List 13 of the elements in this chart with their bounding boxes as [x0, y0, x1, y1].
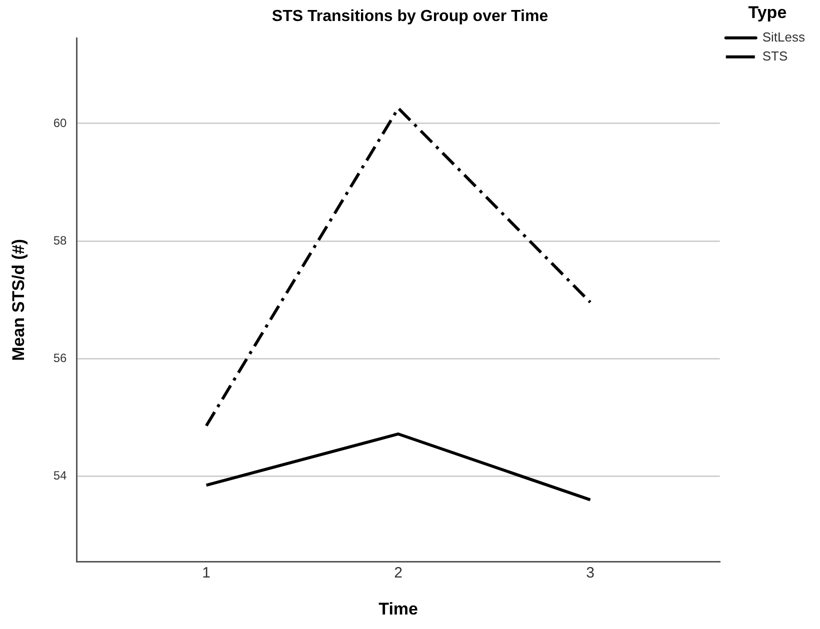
y-tick-label: 56	[53, 351, 68, 366]
y-axis-title: Mean STS/d (#)	[8, 238, 28, 361]
legend-title: Type	[748, 3, 787, 22]
chart-title: STS Transitions by Group over Time	[272, 8, 548, 26]
legend-label: STS	[762, 48, 788, 64]
x-tick-label: 3	[586, 564, 594, 582]
legend-label: SitLess	[762, 29, 806, 44]
y-tick-label: 58	[53, 233, 68, 248]
x-axis-title: Time	[378, 599, 418, 618]
x-tick-label: 2	[394, 564, 402, 582]
x-tick-label: 1	[202, 564, 211, 582]
y-tick-label: 60	[53, 116, 68, 130]
y-tick-label: 54	[53, 468, 68, 483]
